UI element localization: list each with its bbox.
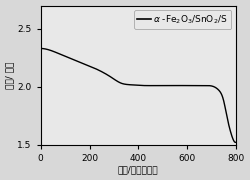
Legend: $\alpha$ -Fe$_2$O$_3$/SnO$_2$/S: $\alpha$ -Fe$_2$O$_3$/SnO$_2$/S: [134, 10, 231, 29]
X-axis label: 容量/毫安时每克: 容量/毫安时每克: [118, 165, 158, 174]
Y-axis label: 电压/ 伏特: 电压/ 伏特: [6, 61, 15, 89]
